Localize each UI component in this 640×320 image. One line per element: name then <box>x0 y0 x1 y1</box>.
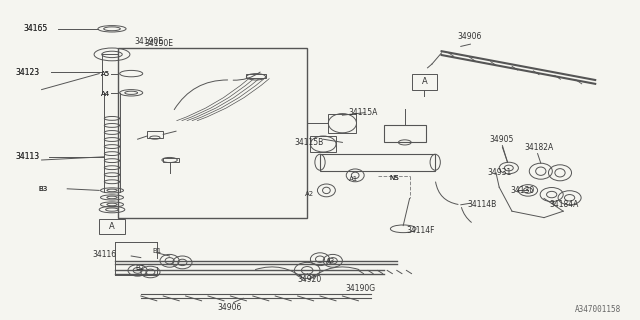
Text: 34113: 34113 <box>15 152 40 161</box>
Text: 34130: 34130 <box>511 186 535 195</box>
Text: A347001158: A347001158 <box>575 305 621 314</box>
Text: A4: A4 <box>101 92 110 97</box>
Text: 34115B: 34115B <box>294 138 324 147</box>
Bar <box>412 74 437 90</box>
Text: 34116: 34116 <box>93 250 117 259</box>
Text: A5: A5 <box>101 71 110 76</box>
Text: 34906: 34906 <box>458 32 482 41</box>
Text: A3: A3 <box>326 258 335 264</box>
Text: 34114F: 34114F <box>406 226 435 235</box>
Bar <box>320 154 435 171</box>
Text: 34184A: 34184A <box>549 200 579 209</box>
Text: A1: A1 <box>349 176 358 182</box>
Bar <box>246 74 266 78</box>
Text: 34114B: 34114B <box>467 200 497 209</box>
Text: A: A <box>109 222 115 231</box>
Text: NS: NS <box>389 175 399 180</box>
Text: 34115A: 34115A <box>349 108 378 116</box>
Text: 34931: 34931 <box>488 168 512 177</box>
Text: B1: B1 <box>152 248 161 254</box>
Text: 34165: 34165 <box>24 24 48 33</box>
Text: 34113: 34113 <box>15 152 40 161</box>
Text: A: A <box>422 77 427 86</box>
Text: 34190E: 34190E <box>144 39 173 48</box>
Text: 34905: 34905 <box>490 135 514 144</box>
Text: B2: B2 <box>136 265 145 271</box>
Text: 34123: 34123 <box>15 68 40 76</box>
Bar <box>147 131 163 138</box>
Text: A5: A5 <box>101 71 110 76</box>
Bar <box>384 125 426 142</box>
Bar <box>328 114 356 133</box>
Text: A2: A2 <box>305 191 314 196</box>
Text: B3: B3 <box>38 186 47 192</box>
Text: NS: NS <box>389 175 399 180</box>
Text: 34190G: 34190G <box>346 284 376 293</box>
Text: A4: A4 <box>101 92 110 97</box>
Text: B3: B3 <box>38 186 47 192</box>
Bar <box>118 48 307 218</box>
Text: 34906: 34906 <box>218 303 242 312</box>
Text: 34123: 34123 <box>15 68 40 76</box>
Text: 34165: 34165 <box>24 24 48 33</box>
Text: 34920: 34920 <box>298 276 322 284</box>
Bar <box>163 158 179 162</box>
Bar <box>99 219 125 234</box>
Bar <box>310 136 336 152</box>
Text: 34190E: 34190E <box>134 37 163 46</box>
Text: 34182A: 34182A <box>525 143 554 152</box>
